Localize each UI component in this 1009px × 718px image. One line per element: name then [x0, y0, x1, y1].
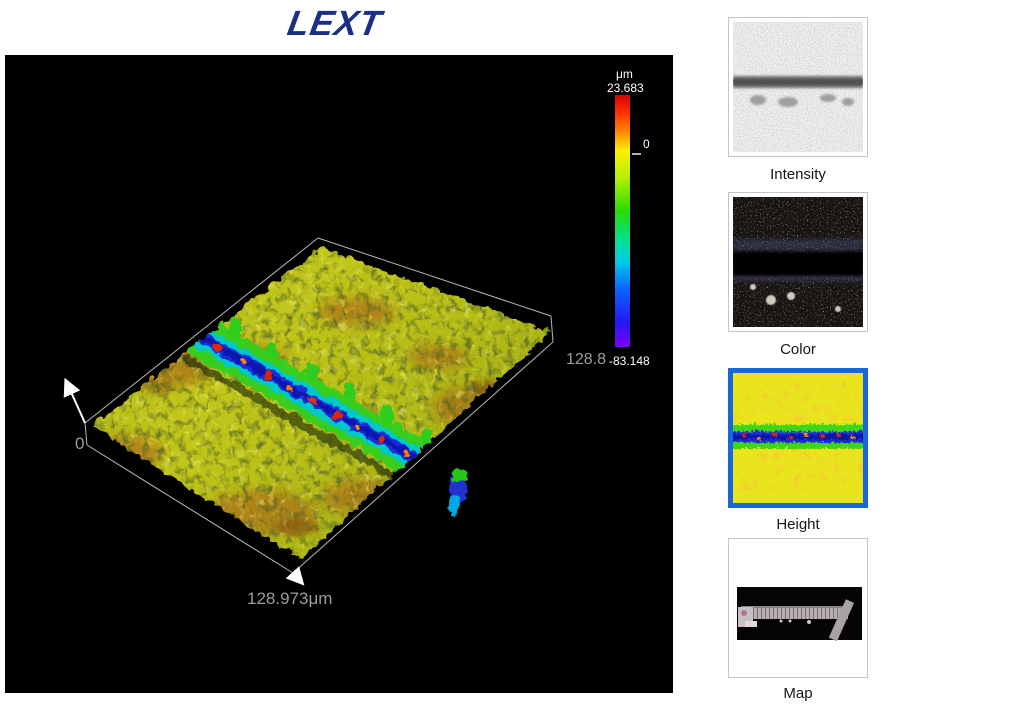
thumbnail-color[interactable] [728, 192, 868, 332]
thumbnail-height[interactable] [728, 368, 868, 508]
height-preview-image [733, 373, 863, 503]
x-axis-label: 128.973μm [247, 589, 332, 608]
groove-edge-spill [445, 465, 465, 513]
colorbar-gradient [615, 95, 630, 347]
colorbar-zero-label: 0 [643, 137, 650, 151]
colorbar: μm 23.683 0 -83.148 [607, 67, 650, 368]
bounding-box-wireframe [84, 237, 554, 574]
thumbnail-color-label: Color [780, 341, 816, 358]
thumbnail-intensity[interactable] [728, 17, 868, 157]
map-preview-image [733, 543, 863, 673]
surface-3d-viewport[interactable]: 0 128.973μm 128.8 μm 23.683 0 -83.148 [5, 55, 673, 693]
y-axis-label: 128.8 [566, 351, 606, 368]
lext-logo: LEXT [230, 2, 440, 46]
colorbar-min-label: -83.148 [609, 354, 650, 368]
intensity-preview-image [733, 22, 863, 152]
thumbnail-map-label: Map [783, 685, 813, 702]
thumbnail-intensity-label: Intensity [770, 166, 826, 183]
thumbnail-map[interactable] [728, 538, 868, 678]
colorbar-unit-label: μm [616, 67, 633, 81]
axis-arrows [63, 377, 305, 586]
lext-logo-text: LEXT [284, 4, 386, 43]
colorbar-max-label: 23.683 [607, 81, 644, 95]
thumbnail-height-label: Height [776, 516, 820, 533]
axis-origin-label: 0 [75, 434, 84, 453]
surface-3d-scene: 0 128.973μm 128.8 μm 23.683 0 -83.148 [5, 55, 673, 693]
x-axis-arrow [285, 566, 305, 586]
color-preview-image [733, 197, 863, 327]
z-axis-arrow [63, 377, 86, 424]
